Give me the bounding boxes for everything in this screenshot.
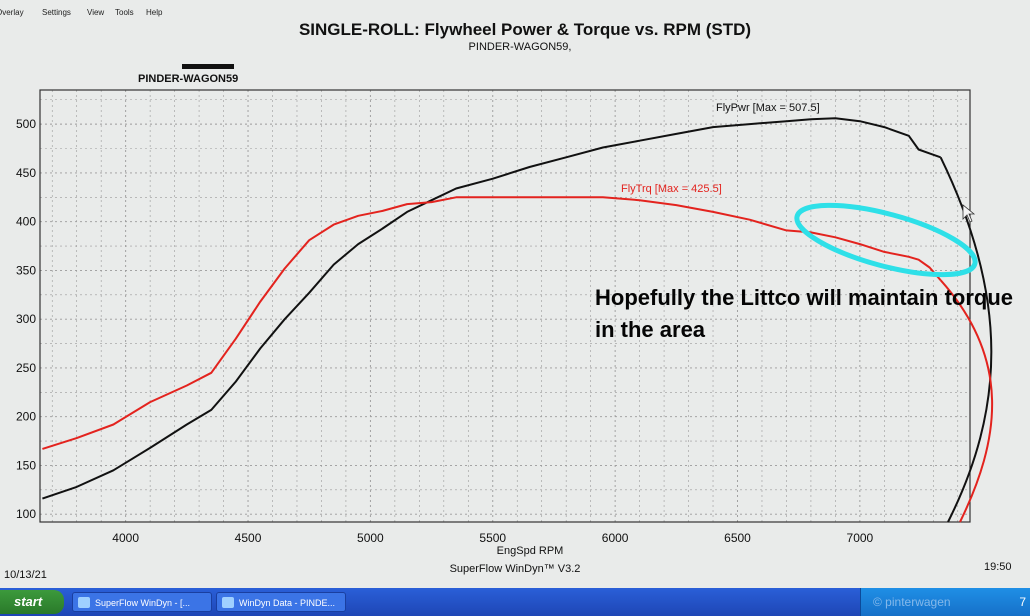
run-legend-swatch xyxy=(182,64,234,69)
menu-item-view[interactable]: View xyxy=(87,8,105,17)
y-tick-label: 400 xyxy=(16,215,36,229)
dyno-chart: SINGLE-ROLL: Flywheel Power & Torque vs.… xyxy=(4,20,1012,581)
y-tick-label: 500 xyxy=(16,117,36,131)
start-button[interactable]: start xyxy=(0,590,64,614)
x-tick-label: 5000 xyxy=(357,531,384,545)
y-tick-label: 300 xyxy=(16,312,36,326)
chart-title: SINGLE-ROLL: Flywheel Power & Torque vs.… xyxy=(299,20,751,39)
x-tick-label: 6000 xyxy=(602,531,629,545)
y-tick-label: 200 xyxy=(16,410,36,424)
chart-subtitle: PINDER-WAGON59, xyxy=(469,41,572,53)
menu-item-settings[interactable]: Settings xyxy=(42,8,71,17)
x-tick-label: 6500 xyxy=(724,531,751,545)
menu-bar: Overlay Settings View Tools Help xyxy=(0,4,300,20)
series-line-flytrq xyxy=(42,196,942,450)
y-axis-ticks: 100 150 200 250 300 350 400 450 500 xyxy=(16,117,36,521)
menu-item-tools[interactable]: Tools xyxy=(115,8,134,17)
taskbar-item-label: WinDyn Data - PINDE... xyxy=(239,598,336,608)
taskbar-item-superflow[interactable]: SuperFlow WinDyn - [... xyxy=(72,592,212,612)
window-icon xyxy=(78,597,90,608)
system-tray: © pinterwagen 7 xyxy=(860,588,1030,616)
watermark-text: © pinterwagen xyxy=(873,595,951,609)
y-tick-label: 350 xyxy=(16,263,36,277)
menu-item-overlay[interactable]: Overlay xyxy=(0,8,24,17)
tray-text: 7 xyxy=(1019,595,1026,609)
mouse-cursor-icon xyxy=(962,204,976,223)
y-tick-label: 100 xyxy=(16,507,36,521)
series-line-flypwr xyxy=(42,117,941,500)
highlight-ellipse xyxy=(794,202,978,278)
x-axis-label: EngSpd RPM xyxy=(497,545,564,557)
plot-frame xyxy=(39,89,971,523)
menu-item-help[interactable]: Help xyxy=(146,8,163,17)
taskbar-item-windyn-data[interactable]: WinDyn Data - PINDE... xyxy=(216,592,346,612)
series-label-flypwr: FlyPwr [Max = 507.5] xyxy=(716,102,820,114)
footer-time: 19:50 xyxy=(984,561,1012,573)
annotation-note: Hopefully the Littco will maintain torqu… xyxy=(595,285,1014,342)
x-tick-label: 4500 xyxy=(235,531,262,545)
y-tick-label: 250 xyxy=(16,361,36,375)
x-axis-ticks: 4000 4500 5000 5500 6000 6500 7000 xyxy=(112,531,873,545)
x-tick-label: 5500 xyxy=(479,531,506,545)
x-tick-label: 7000 xyxy=(847,531,874,545)
taskbar-item-label: SuperFlow WinDyn - [... xyxy=(95,598,191,608)
x-tick-label: 4000 xyxy=(112,531,139,545)
coastdown-line-flytrq xyxy=(939,279,994,523)
plot-grid xyxy=(40,90,970,522)
window-icon xyxy=(222,597,234,608)
y-tick-label: 450 xyxy=(16,166,36,180)
taskbar: start SuperFlow WinDyn - [... WinDyn Dat… xyxy=(0,588,1030,616)
series-label-flytrq: FlyTrq [Max = 425.5] xyxy=(621,183,722,195)
footer-date: 10/13/21 xyxy=(4,569,47,581)
y-tick-label: 150 xyxy=(16,458,36,472)
footer-software: SuperFlow WinDyn™ V3.2 xyxy=(450,563,581,575)
run-legend-label: PINDER-WAGON59 xyxy=(138,73,238,85)
